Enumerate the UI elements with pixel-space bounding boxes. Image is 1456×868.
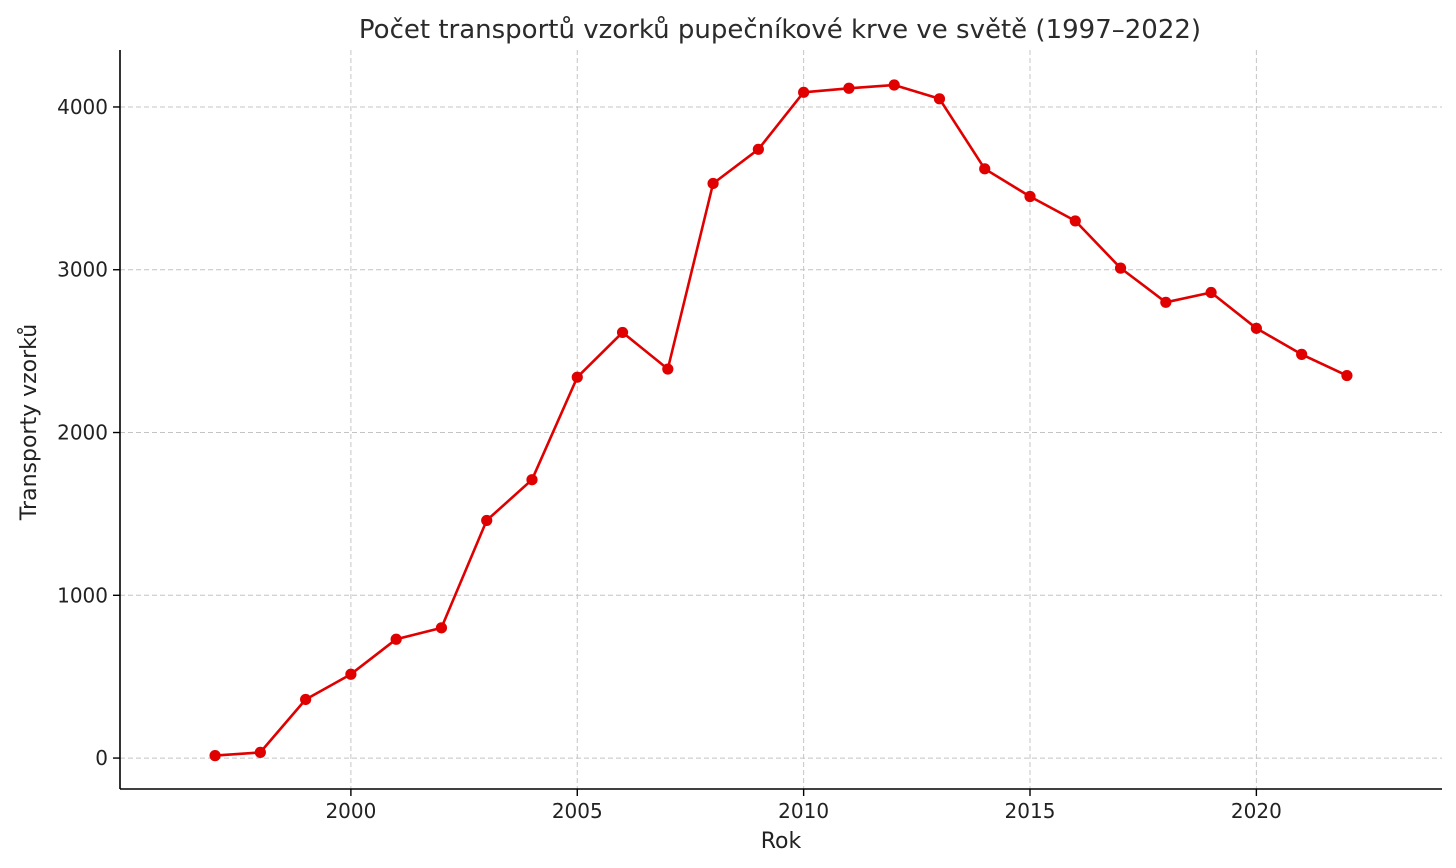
x-tick-label: 2010 bbox=[778, 799, 829, 823]
data-point bbox=[662, 363, 674, 375]
x-tick-label: 2005 bbox=[552, 799, 603, 823]
series-line bbox=[215, 83, 1348, 757]
data-point bbox=[1250, 322, 1262, 334]
data-point bbox=[843, 82, 855, 94]
x-tick-label: 2015 bbox=[1005, 799, 1056, 823]
x-axis-title: Rok bbox=[761, 829, 802, 854]
chart-title: Počet transportů vzorků pupečníkové krve… bbox=[359, 15, 1201, 45]
data-point bbox=[798, 86, 810, 98]
data-point bbox=[390, 633, 402, 645]
data-point bbox=[752, 143, 764, 155]
y-tick-label: 4000 bbox=[57, 95, 108, 119]
y-tick-label: 0 bbox=[95, 746, 108, 770]
data-point bbox=[1069, 215, 1081, 227]
data-point bbox=[345, 668, 357, 680]
data-point bbox=[435, 622, 448, 634]
data-point bbox=[526, 474, 538, 486]
data-point bbox=[1341, 369, 1353, 382]
y-tick-label: 1000 bbox=[57, 583, 108, 607]
data-point bbox=[933, 93, 946, 105]
data-point bbox=[1024, 190, 1036, 203]
y-ticks: 0 1000 2000 3000 4000 bbox=[57, 95, 120, 770]
axes bbox=[119, 50, 1442, 790]
x-ticks: 2000 2005 2010 2015 2020 bbox=[325, 789, 1282, 823]
data-point bbox=[300, 693, 312, 706]
y-tick-label: 3000 bbox=[57, 258, 108, 282]
x-tick-label: 2020 bbox=[1231, 799, 1282, 823]
data-point bbox=[481, 514, 493, 527]
y-axis-title: Transporty vzorků bbox=[17, 324, 42, 521]
data-point bbox=[254, 746, 266, 758]
data-point bbox=[616, 326, 629, 339]
y-tick-label: 2000 bbox=[57, 421, 108, 445]
data-point bbox=[1160, 296, 1172, 308]
data-point bbox=[888, 79, 900, 91]
data-point bbox=[1114, 262, 1127, 274]
data-point bbox=[209, 750, 221, 762]
data-point bbox=[1296, 348, 1308, 360]
data-point bbox=[1205, 286, 1217, 299]
data-point bbox=[707, 177, 719, 190]
data-point bbox=[571, 371, 583, 383]
x-tick-label: 2000 bbox=[325, 799, 376, 823]
data-point bbox=[979, 163, 991, 175]
series bbox=[209, 79, 1353, 762]
grid bbox=[120, 50, 1442, 789]
